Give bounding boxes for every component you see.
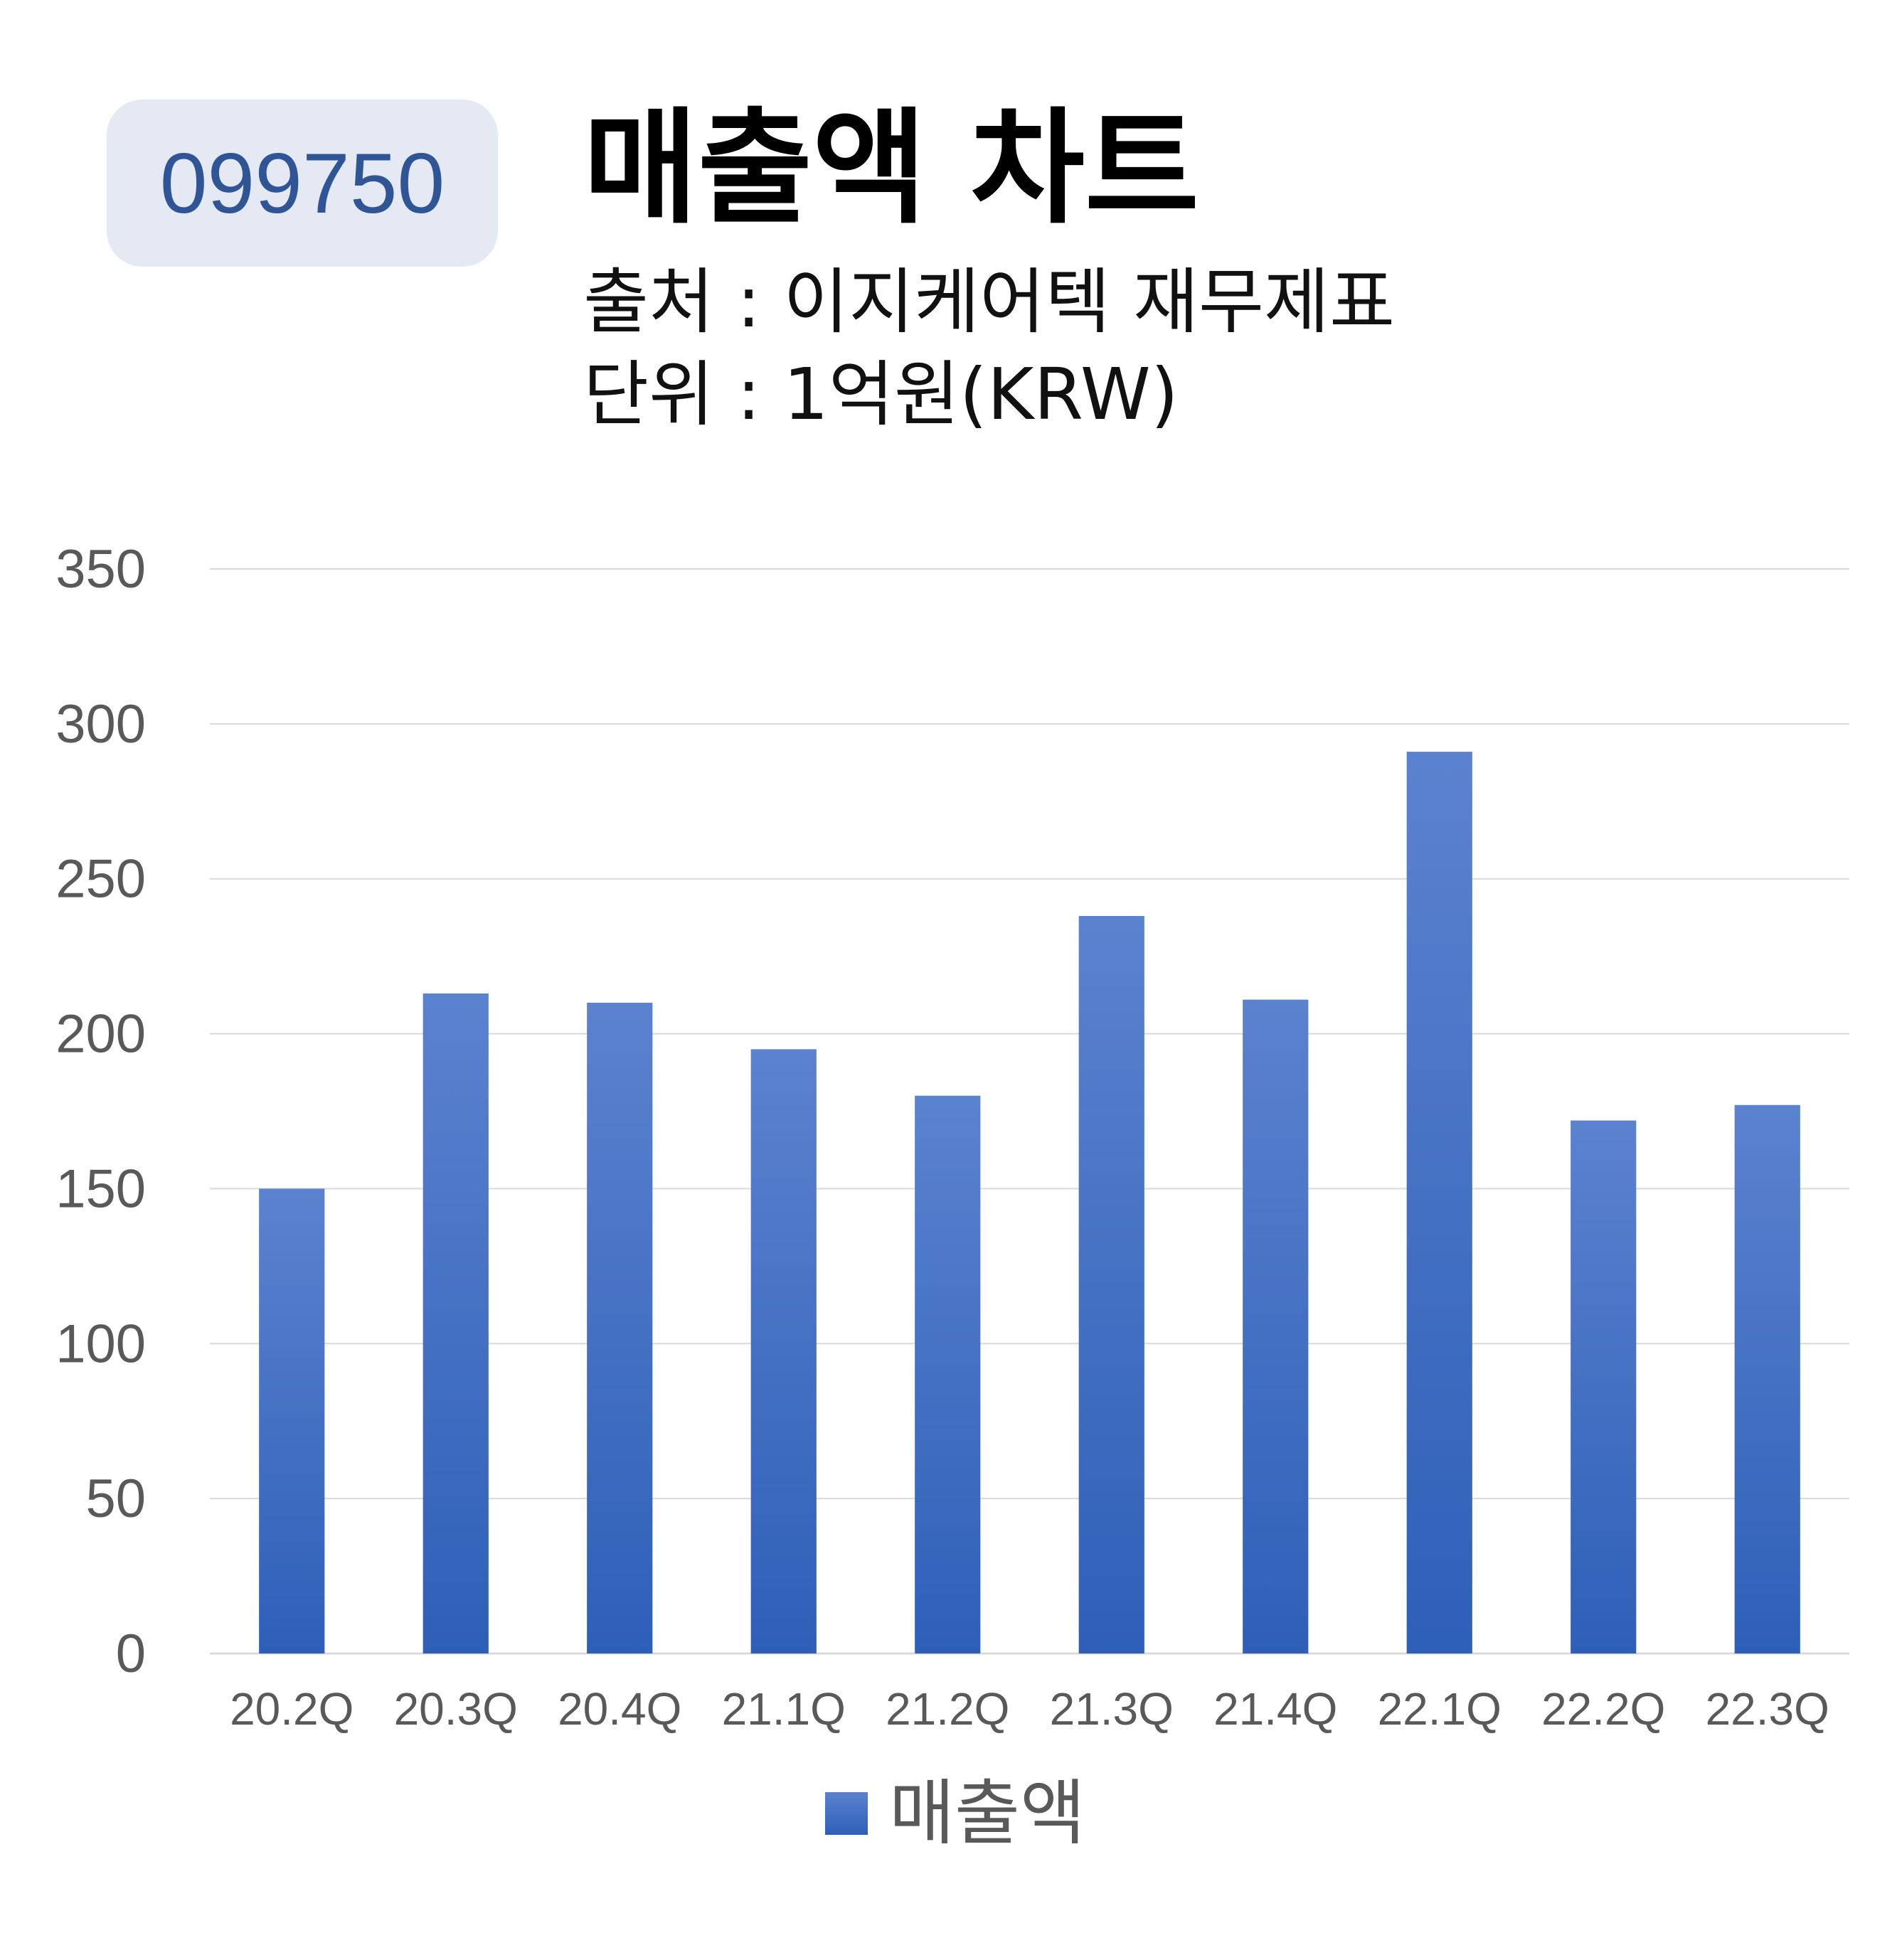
source-note: 출처 : 이지케어텍 재무제표 (583, 260, 1396, 343)
bar-21.4Q (1243, 999, 1309, 1653)
y-tick-label: 200 (55, 1004, 146, 1065)
x-tick-label: 20.3Q (394, 1683, 518, 1735)
bar-20.3Q (423, 993, 489, 1653)
y-tick-label: 350 (55, 539, 146, 600)
stock-code: 099750 (159, 135, 445, 231)
y-tick-label: 150 (55, 1159, 146, 1219)
legend: 매출액 (825, 1778, 1085, 1849)
bar-22.2Q (1571, 1120, 1637, 1653)
bar-20.2Q (259, 1188, 325, 1653)
bar-22.3Q (1734, 1104, 1800, 1653)
x-tick-label: 21.1Q (722, 1683, 846, 1735)
x-tick-label: 21.3Q (1050, 1683, 1174, 1735)
bar-22.1Q (1406, 752, 1472, 1653)
y-tick-label: 0 (116, 1624, 146, 1684)
bar-21.1Q (750, 1049, 817, 1653)
x-tick-label: 21.4Q (1213, 1683, 1337, 1735)
chart-title: 매출액 차트 (583, 97, 1199, 241)
stock-code-badge: 099750 (107, 100, 498, 267)
x-axis-ticks: 20.2Q 20.3Q 20.4Q 21.1Q 21.2Q 21.3Q 21.4Q 22.1Q… (230, 1683, 1829, 1735)
x-tick-label: 21.2Q (886, 1683, 1009, 1735)
y-tick-label: 50 (85, 1469, 146, 1529)
y-tick-label: 250 (55, 849, 146, 910)
y-tick-label: 100 (55, 1314, 146, 1374)
bar-21.2Q (915, 1095, 981, 1653)
x-tick-label: 22.1Q (1378, 1683, 1502, 1735)
y-axis-ticks: 0 50 100 150 200 250 300 350 (55, 539, 146, 1684)
x-tick-label: 22.3Q (1706, 1683, 1829, 1735)
unit-note: 단위 : 1억원(KRW) (583, 353, 1179, 436)
x-tick-label: 20.4Q (558, 1683, 681, 1735)
bar-20.4Q (587, 1003, 653, 1653)
x-tick-label: 20.2Q (230, 1683, 354, 1735)
y-tick-label: 300 (55, 694, 146, 755)
bars (259, 752, 1800, 1653)
legend-label: 매출액 (889, 1772, 1085, 1855)
legend-swatch (825, 1792, 868, 1835)
x-tick-label: 22.2Q (1541, 1683, 1665, 1735)
bar-chart: 0 50 100 150 200 250 300 350 20.2Q 20.3Q 20.4Q 21.… (55, 539, 1849, 1735)
bar-21.3Q (1078, 916, 1144, 1653)
